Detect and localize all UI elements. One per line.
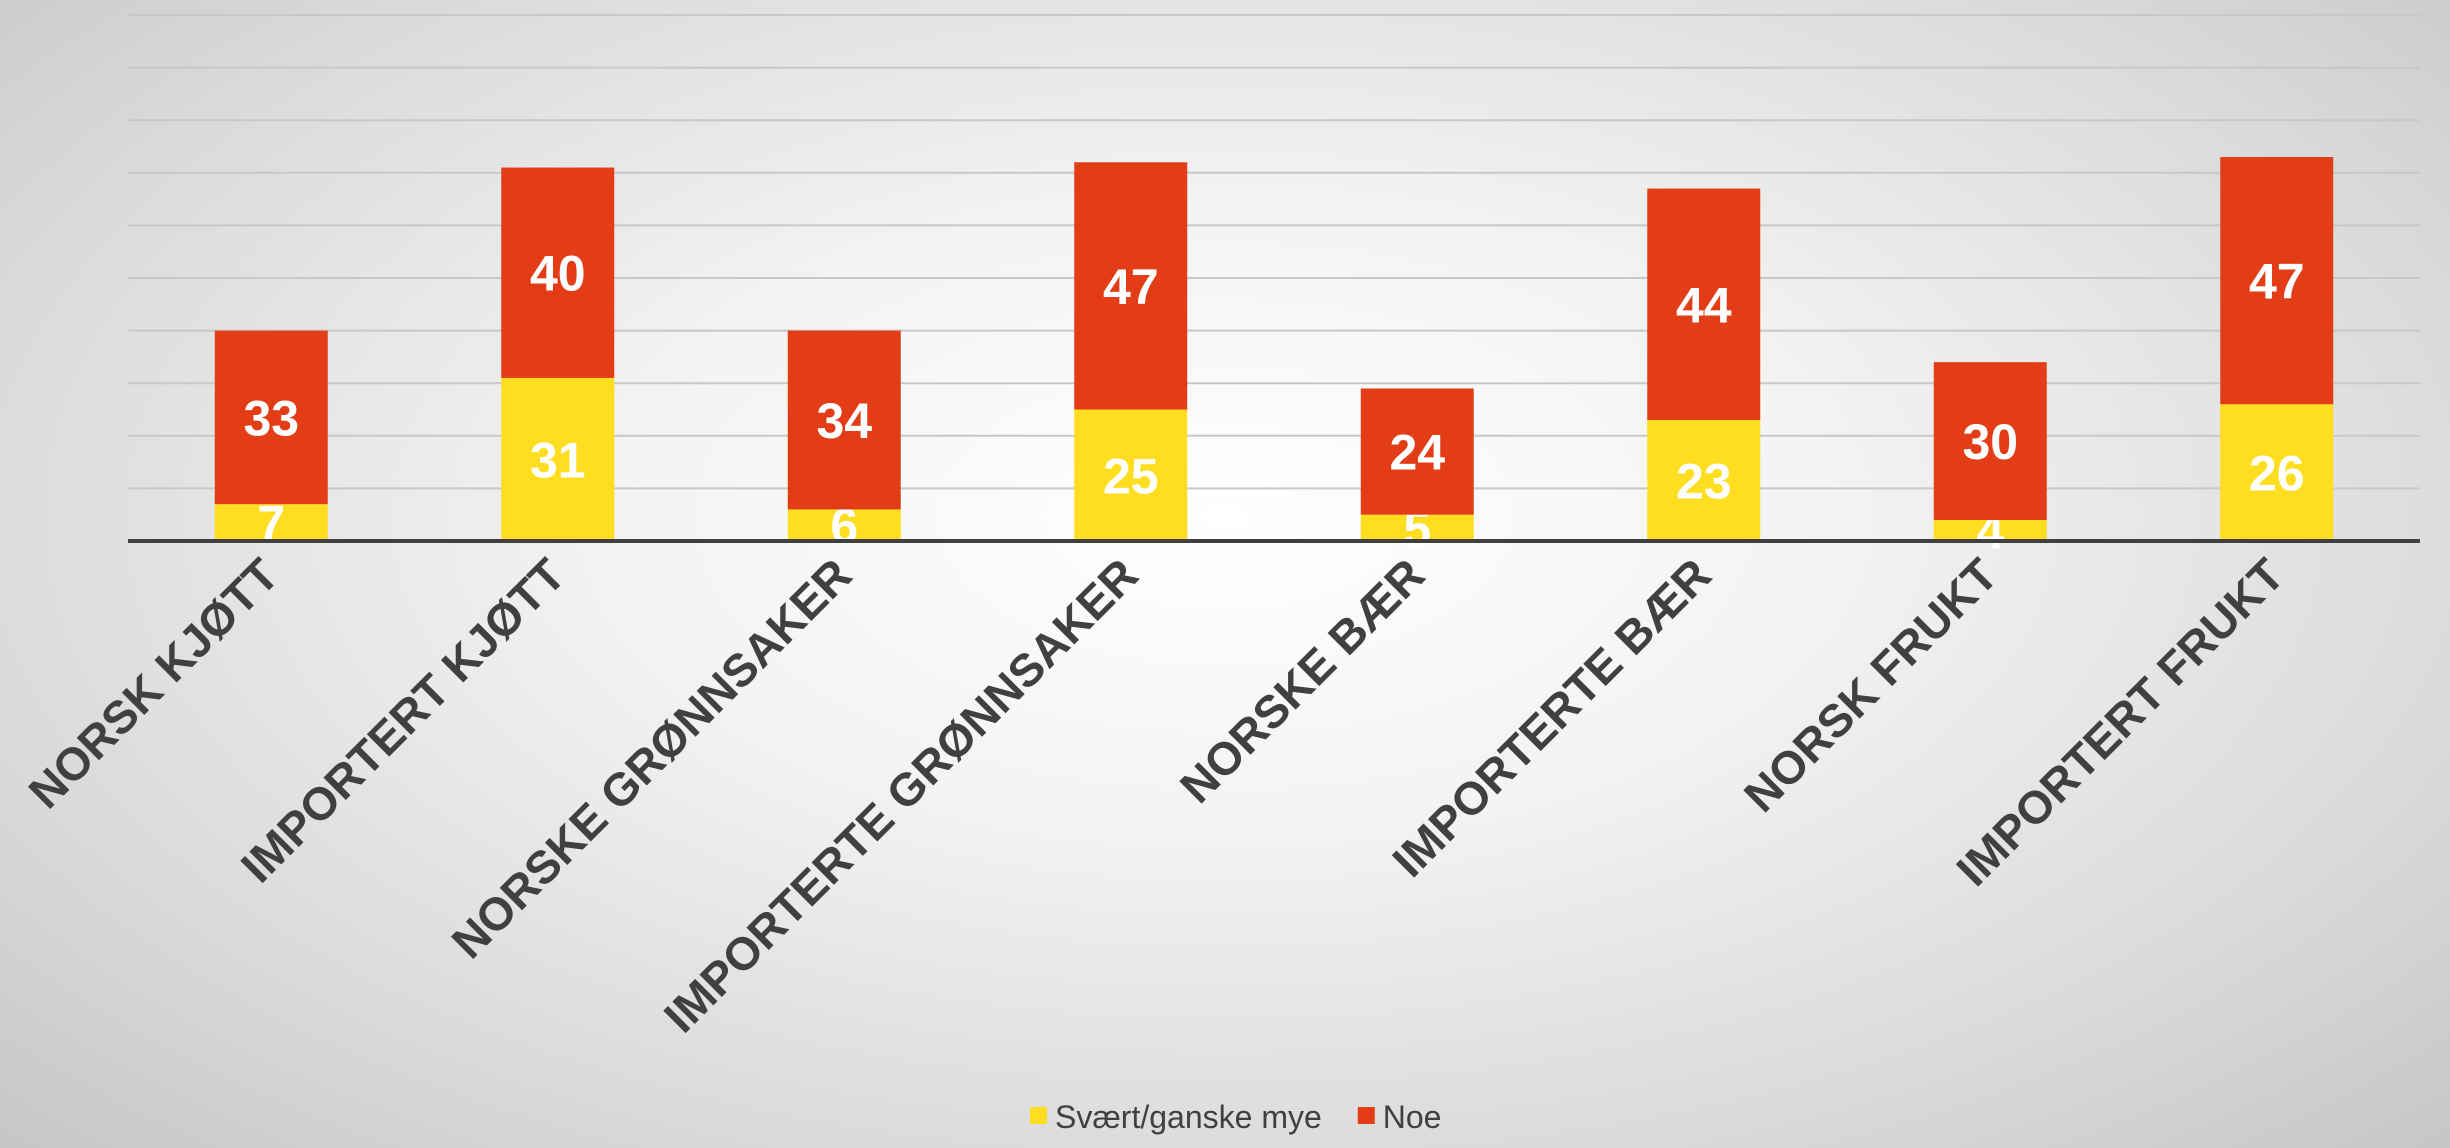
bar-segment [787,509,901,541]
bar-segment [1647,188,1761,421]
category-label: NORSKE BÆR [1170,548,1434,812]
category-label: NORSK KJØTT [18,548,288,818]
data-label: 24 [1389,425,1445,481]
bar-segment [1074,162,1188,410]
legend-swatch [1030,1107,1047,1124]
bar-segment [501,377,615,541]
legend-swatch [1357,1107,1375,1124]
data-label: 47 [1103,259,1159,315]
data-label: 26 [2249,446,2305,502]
data-label: 33 [243,390,299,446]
bar-segment [1647,420,1761,541]
data-label: 23 [1676,454,1732,510]
bar-segment [501,167,615,378]
category-label: IMPORTERT KJØTT [231,548,575,892]
data-label: 25 [1103,448,1159,504]
bar-segment [1074,409,1188,541]
bar-segment [1933,362,2047,520]
bar-segment [2220,157,2334,405]
category-label: IMPORTERTE GRØNNSAKER [654,548,1148,1042]
category-label: IMPORTERT FRUKT [1946,548,2294,896]
data-label: 44 [1676,277,1732,333]
data-label: 30 [1962,414,2018,470]
legend-label: Svært/ganske mye [1055,1099,1322,1135]
bar-segment [1360,388,1474,515]
legend: Svært/ganske mye Noe [1030,1099,1441,1135]
category-label: NORSK FRUKT [1734,548,2007,821]
legend-label: Noe [1383,1099,1442,1135]
bar-segment [787,330,901,510]
bar-segment [214,330,328,505]
bar-segment [1933,519,2047,541]
data-label: 31 [530,432,586,488]
data-label: 47 [2249,254,2305,310]
data-label: 40 [530,246,586,302]
gridlines [128,14,2420,490]
category-label: IMPORTERTE BÆR [1382,548,1721,887]
bar-segment [2220,404,2334,541]
bar-segment [214,504,328,541]
data-label: 34 [816,393,872,449]
bar-segment [1360,514,1474,541]
